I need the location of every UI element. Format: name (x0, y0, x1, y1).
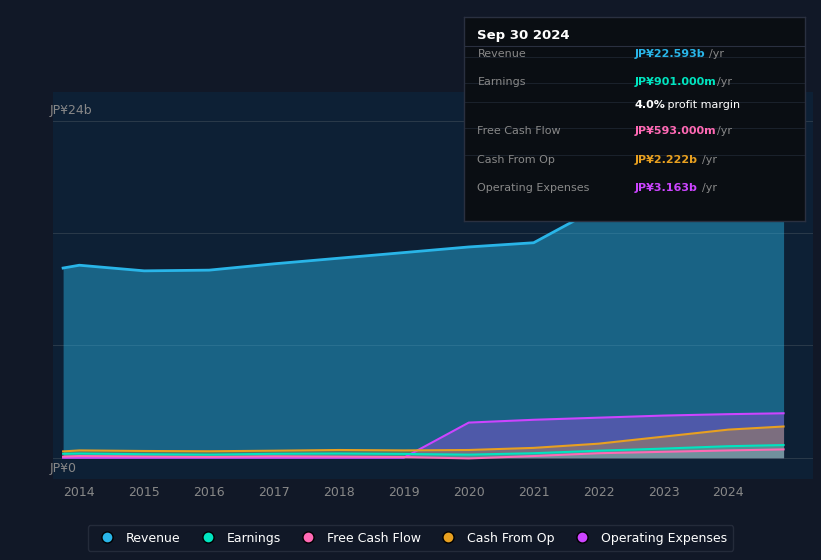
Text: JP¥901.000m: JP¥901.000m (635, 77, 716, 87)
Text: Sep 30 2024: Sep 30 2024 (478, 29, 570, 42)
Text: JP¥3.163b: JP¥3.163b (635, 184, 697, 194)
Text: JP¥593.000m: JP¥593.000m (635, 126, 716, 136)
Text: /yr: /yr (717, 77, 732, 87)
Text: /yr: /yr (717, 126, 732, 136)
Text: Earnings: Earnings (478, 77, 526, 87)
Text: /yr: /yr (709, 49, 724, 59)
Text: Cash From Op: Cash From Op (478, 155, 555, 165)
Text: profit margin: profit margin (664, 100, 741, 110)
Text: Revenue: Revenue (478, 49, 526, 59)
Text: Free Cash Flow: Free Cash Flow (478, 126, 561, 136)
Text: 4.0%: 4.0% (635, 100, 665, 110)
Legend: Revenue, Earnings, Free Cash Flow, Cash From Op, Operating Expenses: Revenue, Earnings, Free Cash Flow, Cash … (88, 525, 733, 551)
Text: JP¥24b: JP¥24b (49, 104, 92, 116)
Text: /yr: /yr (702, 184, 717, 194)
Text: JP¥2.222b: JP¥2.222b (635, 155, 697, 165)
Text: JP¥0: JP¥0 (49, 461, 76, 474)
Text: JP¥22.593b: JP¥22.593b (635, 49, 705, 59)
Text: /yr: /yr (702, 155, 717, 165)
Text: Operating Expenses: Operating Expenses (478, 184, 589, 194)
